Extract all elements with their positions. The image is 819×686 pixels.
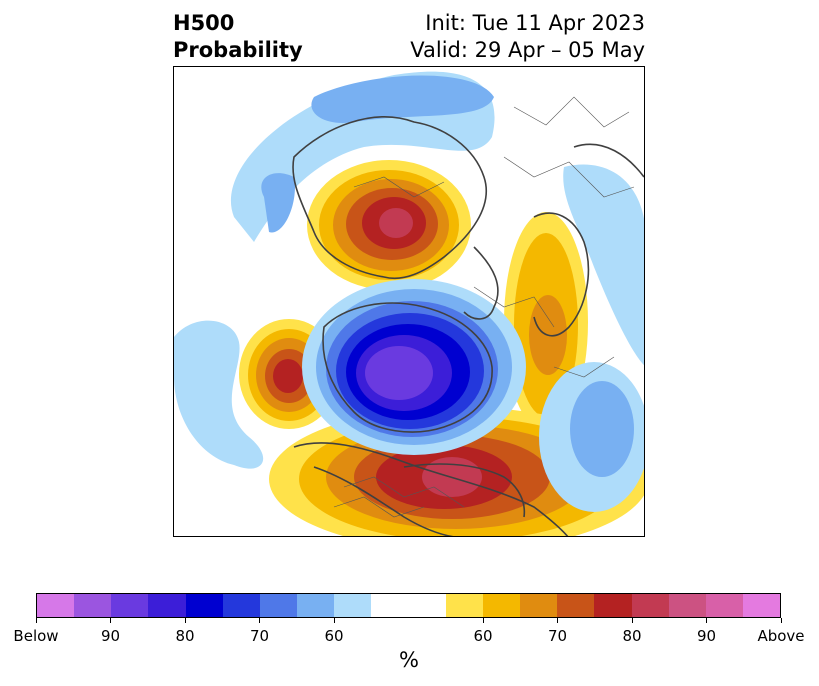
colorbar-tick-label: 60 <box>473 627 493 645</box>
colorbar-tick <box>333 618 335 623</box>
date-info: Init: Tue 11 Apr 2023 Valid: 29 Apr – 05… <box>410 10 645 64</box>
colorbar-tick-label: 70 <box>547 627 568 645</box>
colorbar-segment <box>705 594 743 617</box>
colorbar-segment <box>37 594 75 617</box>
colorbar <box>36 593 781 618</box>
borders <box>333 96 635 518</box>
anomaly-above-siberia <box>307 160 471 290</box>
colorbar-tick-label: 90 <box>100 627 121 645</box>
colorbar-tick <box>259 618 260 623</box>
colorbar-tick <box>557 618 558 623</box>
anomaly-below-north <box>230 71 495 242</box>
colorbar-tick-label: Above <box>757 627 805 645</box>
colorbar-segment <box>111 594 149 617</box>
colorbar-tick <box>110 618 111 623</box>
colorbar-segment <box>185 594 223 617</box>
colorbar-segment <box>631 594 669 617</box>
colorbar-tick <box>631 618 633 623</box>
colorbar-tick <box>482 618 484 623</box>
colorbar-tick-label: 60 <box>324 627 344 645</box>
colorbar-segment <box>668 594 706 617</box>
colorbar-segment <box>222 594 260 617</box>
colorbar-tick-label: 80 <box>175 627 195 645</box>
anomaly-below-central <box>302 279 526 455</box>
init-date: Init: Tue 11 Apr 2023 <box>425 11 645 35</box>
colorbar-tick <box>35 618 37 623</box>
colorbar-segment <box>297 594 335 617</box>
colorbar-segment <box>742 594 781 617</box>
colorbar-segment <box>482 594 521 617</box>
colorbar-segment <box>259 594 298 617</box>
valid-range: Valid: 29 Apr – 05 May <box>410 38 645 62</box>
colorbar-segment <box>371 594 409 617</box>
anomaly-below-east <box>539 164 644 512</box>
colorbar-tick-label: Below <box>13 627 59 645</box>
colorbar-segment <box>408 594 446 617</box>
colorbar-tick-label: 70 <box>249 627 270 645</box>
title-line-probability: Probability <box>173 38 303 62</box>
colorbar-tick-label: 80 <box>622 627 642 645</box>
probability-map <box>173 66 645 537</box>
colorbar-unit: % <box>399 648 419 672</box>
colorbar-segment <box>74 594 112 617</box>
map-canvas <box>174 67 644 536</box>
title-line-h500: H500 <box>173 11 235 35</box>
colorbar-tick <box>184 618 186 623</box>
colorbar-segment <box>334 594 372 617</box>
colorbar-segment <box>520 594 558 617</box>
colorbar-segment <box>594 594 632 617</box>
colorbar-segment <box>557 594 595 617</box>
colorbar-segment <box>445 594 483 617</box>
chart-title: H500 Probability <box>173 10 303 64</box>
colorbar-tick <box>780 618 782 623</box>
colorbar-tick-label: 90 <box>696 627 717 645</box>
colorbar-tick <box>706 618 707 623</box>
anomaly-above-south <box>269 407 644 536</box>
coastlines <box>292 116 644 536</box>
anomaly-below-far-west <box>174 320 264 469</box>
colorbar-segment <box>148 594 186 617</box>
